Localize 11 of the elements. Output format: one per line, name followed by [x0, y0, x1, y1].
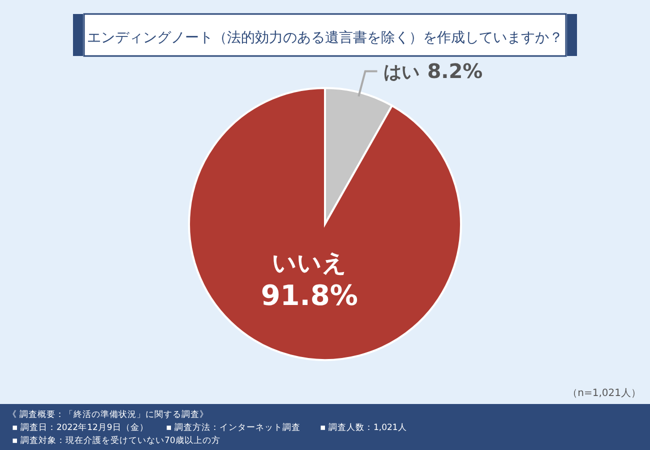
text: ▪ 調査日：2022年12月9日（金） [12, 422, 148, 433]
chart-title: エンディングノート（法的効力のある遺言書を除く）を作成していますか？ [87, 30, 563, 46]
text: 《 調査概要：「終活の準備状況」に関する調査》 [8, 409, 209, 420]
text: ▪ 調査方法：インターネット調査 [166, 422, 300, 433]
data-label: 91.8% [260, 279, 358, 312]
slice-label: いいえ [272, 249, 347, 278]
text: ▪ 調査対象：現在介護を受けていない70歳以上の方 [12, 435, 220, 446]
slice-label: はい [383, 62, 420, 84]
text: （n=1,021人） [568, 388, 641, 399]
text: ▪ 調査人数：1,021人 [320, 422, 407, 433]
data-label: 8.2% [427, 59, 483, 84]
